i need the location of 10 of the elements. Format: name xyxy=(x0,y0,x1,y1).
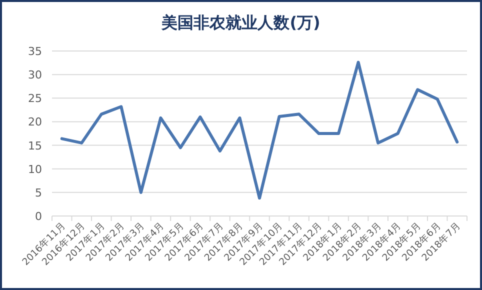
y-tick-label: 0 xyxy=(35,210,42,223)
y-tick-label: 15 xyxy=(28,139,42,152)
y-tick-label: 30 xyxy=(28,68,42,82)
line-series xyxy=(60,60,459,200)
y-tick-label: 25 xyxy=(28,92,42,106)
chart-title: 美国非农就业人数(万) xyxy=(160,13,320,32)
y-tick-label: 20 xyxy=(28,116,42,129)
y-tick-label: 10 xyxy=(28,162,42,176)
y-tick-label: 5 xyxy=(35,186,42,200)
y-tick-label: 35 xyxy=(28,45,42,58)
